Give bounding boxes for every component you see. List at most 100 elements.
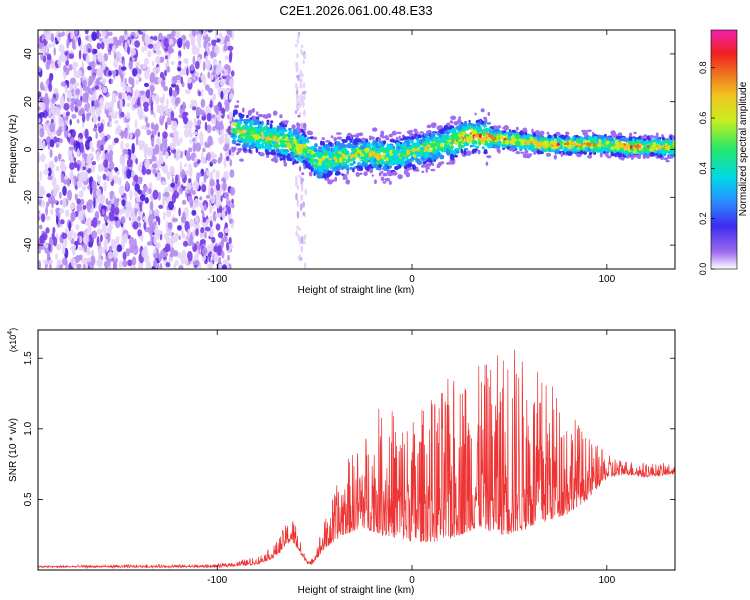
heatmap-cell xyxy=(422,142,428,147)
heatmap-cell xyxy=(453,121,460,126)
heatmap-cell xyxy=(165,209,172,218)
heatmap-cell xyxy=(391,171,398,176)
snr-xlabel: Height of straight line (km) xyxy=(298,585,415,596)
heatmap-cell xyxy=(305,163,311,167)
heatmap-cell xyxy=(592,146,596,151)
heatmap-cell xyxy=(55,253,58,260)
heatmap-cell xyxy=(519,145,523,150)
heatmap-cell xyxy=(49,139,55,148)
heatmap-cell xyxy=(199,239,206,245)
colorbar-tick-label: 0.2 xyxy=(698,212,708,225)
heatmap-cell xyxy=(189,132,193,138)
heatmap-cell xyxy=(85,54,90,64)
heatmap-cell xyxy=(216,78,220,89)
heatmap-cell xyxy=(56,243,62,251)
heatmap-cell xyxy=(299,78,303,84)
heatmap-cell xyxy=(228,236,232,245)
heatmap-cell xyxy=(92,115,98,124)
heatmap-cell xyxy=(410,156,415,161)
heatmap-cell xyxy=(151,137,155,148)
spectrogram-xtick-label: -100 xyxy=(207,274,227,285)
heatmap-cell xyxy=(117,52,122,60)
heatmap-cell xyxy=(143,101,149,109)
heatmap-cell xyxy=(164,55,168,60)
heatmap-cell xyxy=(288,157,292,162)
heatmap-cell xyxy=(359,172,363,176)
heatmap-cell xyxy=(155,55,160,64)
heatmap-cell xyxy=(300,194,304,198)
heatmap-cell xyxy=(180,254,186,265)
heatmap-cell xyxy=(539,130,545,136)
heatmap-cell xyxy=(212,210,217,222)
heatmap-cell xyxy=(206,151,212,162)
heatmap-cell xyxy=(134,207,138,218)
heatmap-cell xyxy=(461,132,465,138)
heatmap-cell xyxy=(172,130,179,138)
heatmap-cell xyxy=(119,99,123,109)
heatmap-cell xyxy=(174,259,179,266)
heatmap-cell xyxy=(73,232,77,240)
heatmap-cell xyxy=(256,144,262,150)
heatmap-cell xyxy=(227,254,230,261)
heatmap-cell xyxy=(156,229,161,240)
heatmap-cell xyxy=(200,74,206,82)
heatmap-cell xyxy=(334,152,339,155)
heatmap-cell xyxy=(205,60,212,71)
heatmap-cell xyxy=(599,152,603,158)
heatmap-cell xyxy=(235,143,241,146)
heatmap-cell xyxy=(649,141,653,146)
heatmap-cell xyxy=(99,234,103,242)
heatmap-cell xyxy=(183,163,188,168)
heatmap-cell xyxy=(68,221,71,232)
heatmap-cell xyxy=(173,190,180,199)
heatmap-cell xyxy=(57,32,63,38)
heatmap-cell xyxy=(61,257,68,266)
heatmap-cell xyxy=(170,110,175,121)
heatmap-cell xyxy=(137,176,143,185)
heatmap-cell xyxy=(82,85,88,92)
heatmap-cell xyxy=(206,170,210,177)
heatmap-cell xyxy=(610,153,614,157)
heatmap-cell xyxy=(67,189,72,201)
heatmap-cell xyxy=(186,181,192,190)
heatmap-cell xyxy=(141,46,145,53)
heatmap-cell xyxy=(334,176,338,182)
heatmap-cell xyxy=(143,253,150,263)
heatmap-cell xyxy=(411,135,415,141)
heatmap-cell xyxy=(522,134,526,140)
heatmap-cell xyxy=(95,106,101,118)
heatmap-cell xyxy=(62,198,67,209)
heatmap-cell xyxy=(160,79,166,88)
heatmap-cell xyxy=(477,150,481,155)
heatmap-cell xyxy=(668,151,671,156)
heatmap-cell xyxy=(207,186,211,197)
heatmap-cell xyxy=(78,190,84,199)
heatmap-cell xyxy=(213,254,219,262)
heatmap-cell xyxy=(299,203,303,212)
heatmap-cell xyxy=(508,131,513,137)
heatmap-cell xyxy=(361,148,365,154)
heatmap-cell xyxy=(473,130,478,135)
heatmap-cell xyxy=(300,155,306,159)
heatmap-cell xyxy=(404,160,408,166)
heatmap-cell xyxy=(70,102,75,113)
heatmap-cell xyxy=(69,203,76,210)
heatmap-cell xyxy=(351,143,357,149)
heatmap-cell xyxy=(547,134,552,139)
heatmap-cell xyxy=(98,84,102,92)
heatmap-cell xyxy=(533,150,537,155)
heatmap-cell xyxy=(101,64,106,71)
heatmap-cell xyxy=(211,236,216,244)
heatmap-cell xyxy=(82,113,86,123)
heatmap-cell xyxy=(177,225,182,231)
heatmap-cell xyxy=(81,158,85,167)
heatmap-cell xyxy=(275,133,281,138)
heatmap-cell xyxy=(554,149,560,155)
heatmap-cell xyxy=(404,140,409,144)
heatmap-cell xyxy=(282,129,285,135)
heatmap-cell xyxy=(175,139,181,146)
heatmap-cell xyxy=(428,157,431,161)
heatmap-cell xyxy=(670,147,675,151)
heatmap-cell xyxy=(228,92,234,100)
heatmap-cell xyxy=(558,151,562,155)
